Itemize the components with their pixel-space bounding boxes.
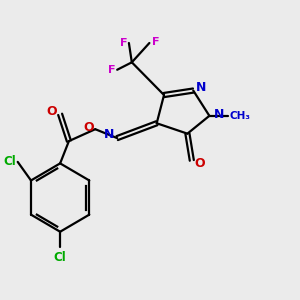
Text: Cl: Cl [4,155,16,168]
Text: O: O [195,157,206,170]
Text: O: O [83,121,94,134]
Text: F: F [120,38,127,48]
Text: CH₃: CH₃ [230,111,251,121]
Text: F: F [108,65,116,75]
Text: O: O [46,106,57,118]
Text: N: N [196,81,207,94]
Text: F: F [152,37,160,46]
Text: N: N [214,108,224,121]
Text: Cl: Cl [54,251,67,264]
Text: N: N [104,128,114,141]
